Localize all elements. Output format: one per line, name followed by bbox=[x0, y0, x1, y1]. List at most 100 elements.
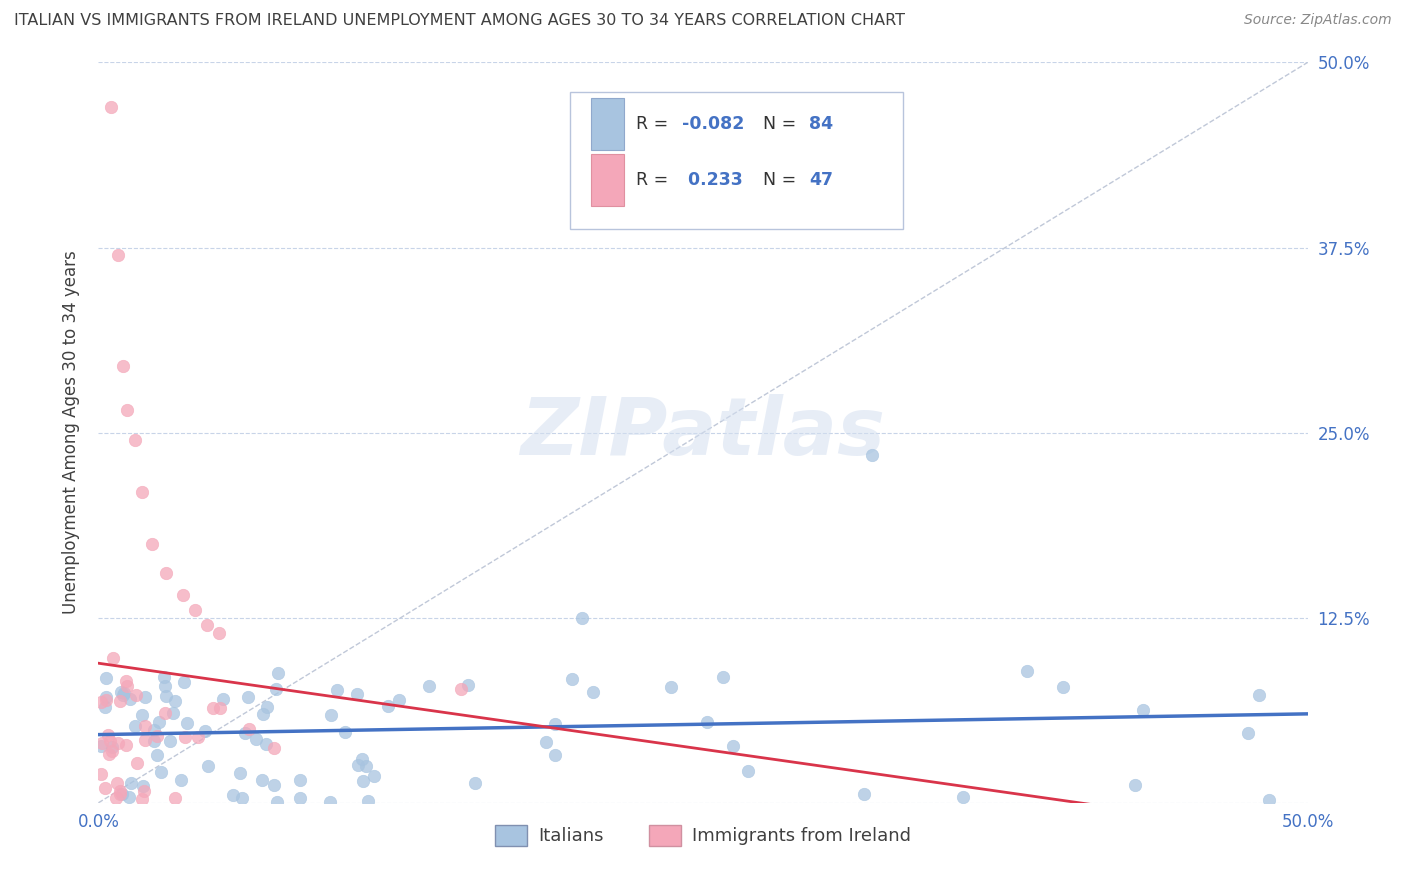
Point bbox=[184, 603, 207, 617]
Point bbox=[124, 433, 146, 447]
Point bbox=[98, 733, 121, 747]
Text: 0.233: 0.233 bbox=[682, 171, 744, 189]
Text: R =: R = bbox=[637, 171, 675, 189]
Point bbox=[263, 740, 285, 755]
Point bbox=[115, 679, 138, 693]
Point bbox=[1258, 793, 1281, 807]
Point bbox=[101, 744, 124, 758]
Point bbox=[101, 739, 124, 754]
Point bbox=[142, 723, 165, 737]
Point bbox=[197, 759, 219, 773]
Point bbox=[288, 791, 311, 805]
Point bbox=[208, 625, 231, 640]
Point bbox=[245, 732, 267, 747]
Point bbox=[1052, 680, 1074, 694]
Point bbox=[143, 734, 166, 748]
Point bbox=[464, 776, 486, 790]
Point bbox=[256, 700, 278, 714]
Point bbox=[134, 719, 156, 733]
Point bbox=[176, 715, 198, 730]
Point bbox=[152, 670, 174, 684]
Point bbox=[1123, 778, 1146, 792]
Point bbox=[1236, 726, 1258, 740]
Point bbox=[131, 792, 153, 806]
Text: 47: 47 bbox=[810, 171, 834, 189]
Point bbox=[110, 685, 132, 699]
Point bbox=[141, 536, 163, 550]
Point bbox=[319, 708, 342, 723]
Point bbox=[90, 694, 112, 708]
Bar bbox=[591, 154, 624, 206]
Point bbox=[860, 448, 883, 462]
Text: ITALIAN VS IMMIGRANTS FROM IRELAND UNEMPLOYMENT AMONG AGES 30 TO 34 YEARS CORREL: ITALIAN VS IMMIGRANTS FROM IRELAND UNEMP… bbox=[14, 13, 905, 29]
Text: N =: N = bbox=[763, 171, 803, 189]
Point bbox=[132, 779, 155, 793]
Point bbox=[173, 730, 195, 744]
Point bbox=[155, 566, 177, 581]
Point bbox=[124, 719, 146, 733]
Text: 84: 84 bbox=[810, 115, 834, 133]
Point bbox=[388, 693, 411, 707]
Point bbox=[450, 681, 472, 696]
Point bbox=[195, 618, 218, 632]
Point bbox=[107, 248, 129, 262]
Point bbox=[1015, 664, 1038, 678]
Point bbox=[111, 359, 134, 373]
Point bbox=[125, 688, 148, 702]
Point bbox=[127, 756, 149, 770]
Point bbox=[94, 781, 117, 796]
Point bbox=[114, 673, 136, 688]
Point bbox=[208, 701, 231, 715]
Point bbox=[162, 706, 184, 720]
Point bbox=[711, 670, 734, 684]
Point bbox=[194, 723, 217, 738]
Point bbox=[98, 747, 121, 761]
Point bbox=[350, 751, 373, 765]
Point bbox=[94, 693, 117, 707]
Point bbox=[97, 728, 120, 742]
Point bbox=[346, 688, 368, 702]
Point bbox=[252, 707, 274, 722]
Point bbox=[853, 787, 876, 801]
Point bbox=[201, 700, 224, 714]
Point bbox=[134, 690, 156, 704]
Point bbox=[544, 717, 567, 731]
Point bbox=[326, 683, 349, 698]
Point bbox=[94, 671, 117, 685]
Point bbox=[264, 681, 287, 696]
Point bbox=[90, 739, 112, 753]
Point bbox=[153, 706, 176, 721]
Point bbox=[737, 764, 759, 778]
Point bbox=[536, 734, 558, 748]
Point bbox=[347, 758, 370, 772]
Point bbox=[90, 767, 112, 781]
Point bbox=[696, 714, 718, 729]
Point bbox=[132, 784, 155, 798]
Point bbox=[357, 794, 380, 808]
Point bbox=[120, 776, 142, 790]
Point bbox=[172, 589, 194, 603]
Point bbox=[352, 773, 374, 788]
FancyBboxPatch shape bbox=[569, 92, 903, 229]
Point bbox=[952, 789, 974, 804]
Point bbox=[148, 714, 170, 729]
Point bbox=[354, 759, 377, 773]
Point bbox=[155, 689, 177, 703]
Point bbox=[319, 795, 342, 809]
Point bbox=[131, 708, 153, 723]
Bar bbox=[591, 98, 624, 150]
Point bbox=[231, 791, 253, 805]
Point bbox=[233, 726, 256, 740]
Text: R =: R = bbox=[637, 115, 675, 133]
Point bbox=[173, 674, 195, 689]
Point bbox=[1132, 703, 1154, 717]
Point bbox=[94, 700, 117, 714]
Point bbox=[229, 766, 252, 780]
Point bbox=[108, 694, 131, 708]
Text: Source: ZipAtlas.com: Source: ZipAtlas.com bbox=[1244, 13, 1392, 28]
Point bbox=[238, 722, 260, 736]
Point bbox=[236, 690, 259, 704]
Point bbox=[659, 681, 682, 695]
Point bbox=[118, 790, 141, 805]
Point bbox=[252, 773, 274, 788]
